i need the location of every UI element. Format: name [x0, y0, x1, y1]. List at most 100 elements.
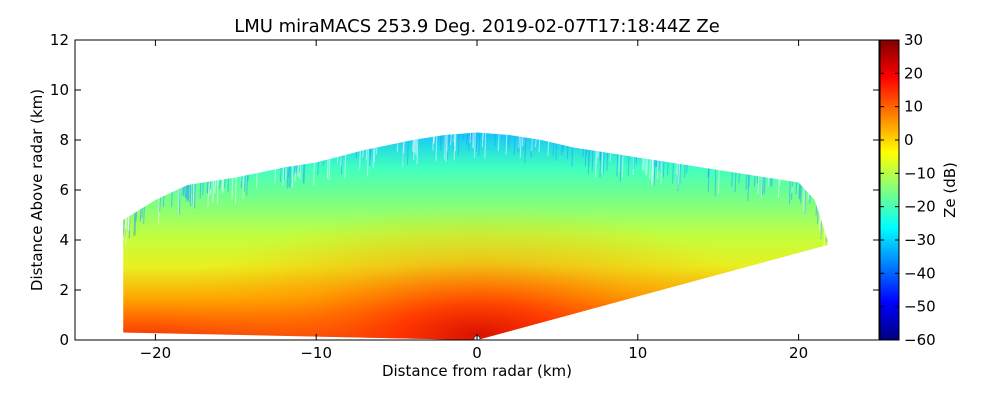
colorbar-gradient — [879, 39, 900, 341]
echo-streak — [457, 132, 460, 156]
echo-streak — [760, 174, 763, 198]
y-tick-label: 4 — [59, 231, 69, 249]
echo-streak — [326, 157, 329, 179]
echo-streak — [789, 178, 791, 205]
echo-streak — [474, 132, 476, 159]
echo-streak — [745, 171, 748, 190]
echo-streak — [652, 157, 655, 186]
plot-area — [123, 132, 828, 340]
colorbar-tick-label: −50 — [904, 298, 936, 316]
echo-streak — [478, 132, 481, 156]
colorbar-tick-label: −40 — [904, 264, 936, 282]
echo-streak — [242, 173, 245, 199]
echo-streak — [289, 164, 292, 189]
echo-streak — [601, 149, 604, 174]
echo-streak — [662, 158, 665, 178]
echo-streak — [184, 183, 187, 198]
echo-streak — [677, 161, 680, 192]
colorbar-tick-label: −20 — [904, 198, 936, 216]
echo-streak — [158, 196, 160, 225]
echo-streak — [134, 210, 137, 236]
echo-streak — [517, 133, 520, 153]
echo-streak — [234, 175, 237, 204]
echo-streak — [552, 140, 555, 157]
echo-streak — [440, 133, 442, 151]
y-tick-label: 2 — [59, 281, 69, 299]
echo-streak — [645, 156, 647, 174]
echo-streak — [299, 162, 302, 180]
echo-streak — [678, 161, 681, 185]
echo-streak — [656, 158, 659, 179]
echo-streak — [302, 162, 305, 184]
echo-streak — [803, 185, 805, 211]
echo-streak — [279, 165, 282, 183]
echo-streak — [192, 181, 195, 207]
x-tick-label: 0 — [472, 344, 482, 362]
echo-streak — [128, 214, 131, 232]
echo-streak — [646, 156, 648, 176]
echo-streak — [616, 151, 619, 177]
echo-streak — [139, 206, 142, 222]
echo-streak — [763, 174, 766, 195]
echo-streak — [591, 147, 594, 172]
echo-streak — [143, 204, 145, 225]
echo-streak — [470, 132, 473, 140]
echo-streak — [484, 132, 487, 159]
x-tick-label: 10 — [628, 344, 647, 362]
echo-streak — [416, 136, 419, 165]
echo-streak — [246, 172, 249, 196]
echo-streak — [187, 182, 190, 201]
echo-streak — [672, 160, 674, 184]
echo-streak — [475, 132, 478, 152]
echo-streak — [222, 176, 225, 194]
echo-streak — [414, 137, 417, 154]
echo-streak — [255, 170, 258, 188]
echo-streak — [481, 132, 484, 148]
echo-streak — [747, 172, 750, 201]
x-axis-label: Distance from radar (km) — [382, 362, 572, 380]
echo-streak — [468, 132, 470, 151]
echo-streak — [227, 176, 230, 192]
echo-streak — [214, 178, 217, 194]
echo-streak — [472, 132, 475, 148]
echo-streak — [199, 180, 202, 199]
echo-streak — [731, 169, 733, 188]
echo-streak — [178, 186, 180, 214]
y-tick-label: 12 — [50, 31, 69, 49]
echo-streak — [313, 160, 315, 186]
colorbar-tick-label: 30 — [904, 31, 923, 49]
y-tick-label: 0 — [59, 331, 69, 349]
colorbar-tick-label: −10 — [904, 164, 936, 182]
echo-streak — [244, 173, 246, 192]
echo-streak — [513, 133, 516, 156]
echo-streak — [679, 161, 682, 185]
echo-streak — [602, 149, 605, 174]
echo-streak — [627, 153, 630, 176]
echo-streak — [185, 183, 188, 199]
echo-streak — [127, 214, 130, 231]
y-axis: 0 2 4 6 8 10 12 — [50, 31, 879, 349]
colorbar-tick-label: −60 — [904, 331, 936, 349]
echo-streak — [207, 179, 209, 194]
echo-streak — [328, 156, 331, 181]
echo-streak — [707, 165, 710, 193]
echo-streak — [497, 132, 500, 152]
echo-streak — [454, 132, 457, 152]
echo-streak — [344, 152, 347, 179]
echo-streak — [444, 132, 446, 160]
echo-streak — [317, 159, 320, 176]
y-axis-label: Distance Above radar (km) — [28, 89, 46, 291]
echo-streak — [524, 134, 527, 163]
echo-streak — [162, 193, 165, 208]
echo-streak — [588, 147, 591, 166]
x-tick-label: 20 — [789, 344, 808, 362]
echo-streak — [714, 167, 717, 196]
echo-streak — [734, 170, 737, 193]
echo-streak — [447, 132, 449, 160]
echo-streak — [445, 132, 448, 162]
echo-streak — [133, 210, 136, 237]
echo-streak — [123, 217, 125, 236]
echo-streak — [505, 132, 508, 155]
echo-streak — [777, 176, 780, 199]
